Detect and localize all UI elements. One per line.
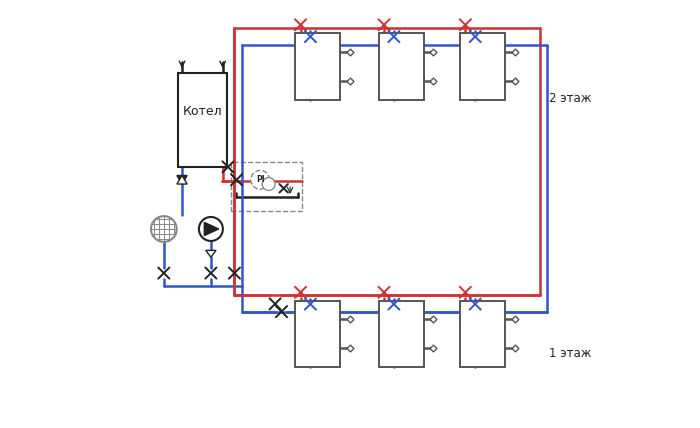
- Circle shape: [262, 178, 275, 190]
- Circle shape: [199, 217, 223, 241]
- Bar: [231, 162, 302, 211]
- Bar: [295, 33, 340, 100]
- Bar: [460, 300, 505, 367]
- Bar: [460, 33, 505, 100]
- Bar: [379, 300, 424, 367]
- Polygon shape: [177, 175, 187, 184]
- Circle shape: [251, 170, 270, 189]
- Text: 1 этаж: 1 этаж: [549, 347, 592, 360]
- Circle shape: [151, 216, 176, 242]
- Bar: [178, 73, 227, 167]
- Text: Котел: Котел: [183, 105, 222, 118]
- Bar: [379, 33, 424, 100]
- Polygon shape: [206, 250, 216, 257]
- Polygon shape: [177, 175, 187, 184]
- Polygon shape: [204, 223, 218, 235]
- Text: 2 этаж: 2 этаж: [549, 92, 592, 105]
- Text: PI: PI: [256, 175, 265, 184]
- Bar: [295, 300, 340, 367]
